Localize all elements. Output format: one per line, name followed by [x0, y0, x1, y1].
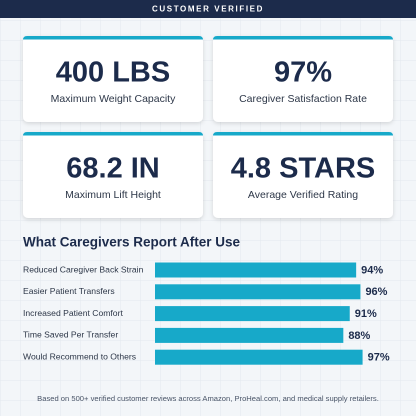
bar — [155, 306, 350, 322]
value-label: 91% — [355, 308, 377, 320]
category-label: Time Saved Per Transfer — [23, 330, 118, 340]
stat-card: 4.8 STARS Average Verified Rating — [213, 132, 393, 218]
stat-value: 400 LBS — [56, 57, 170, 89]
card-accent — [23, 132, 203, 136]
card-body — [213, 132, 393, 218]
header-band — [0, 0, 416, 18]
header-badge: CUSTOMER VERIFIED — [152, 5, 264, 14]
stat-label: Maximum Weight Capacity — [51, 93, 176, 105]
card-accent — [213, 132, 393, 136]
value-label: 88% — [348, 330, 370, 342]
value-label: 96% — [365, 286, 387, 298]
card-accent — [23, 36, 203, 40]
bar — [155, 327, 344, 343]
category-label: Increased Patient Comfort — [23, 308, 123, 318]
value-label: 97% — [368, 352, 390, 364]
bar — [155, 262, 357, 278]
stat-label: Maximum Lift Height — [65, 189, 161, 201]
stat-value: 4.8 STARS — [231, 153, 376, 185]
card-body — [23, 132, 203, 218]
stat-value: 68.2 IN — [66, 153, 160, 185]
bar — [155, 284, 361, 300]
footnote: Based on 500+ verified customer reviews … — [37, 394, 379, 403]
card-accent — [213, 36, 393, 40]
bar — [155, 349, 363, 365]
stat-card: 400 LBS Maximum Weight Capacity — [23, 36, 203, 122]
category-label: Easier Patient Transfers — [23, 286, 115, 296]
category-label: Would Recommend to Others — [23, 351, 136, 361]
stat-value: 97% — [274, 57, 332, 89]
category-label: Reduced Caregiver Back Strain — [23, 264, 144, 274]
stat-card: 97% Caregiver Satisfaction Rate — [213, 36, 393, 122]
stat-label: Average Verified Rating — [248, 189, 358, 201]
chart-title: What Caregivers Report After Use — [23, 235, 241, 250]
stat-label: Caregiver Satisfaction Rate — [239, 93, 367, 105]
card-body — [213, 36, 393, 122]
stat-card: 68.2 IN Maximum Lift Height — [23, 132, 203, 218]
value-label: 94% — [361, 264, 383, 276]
card-body — [23, 36, 203, 122]
